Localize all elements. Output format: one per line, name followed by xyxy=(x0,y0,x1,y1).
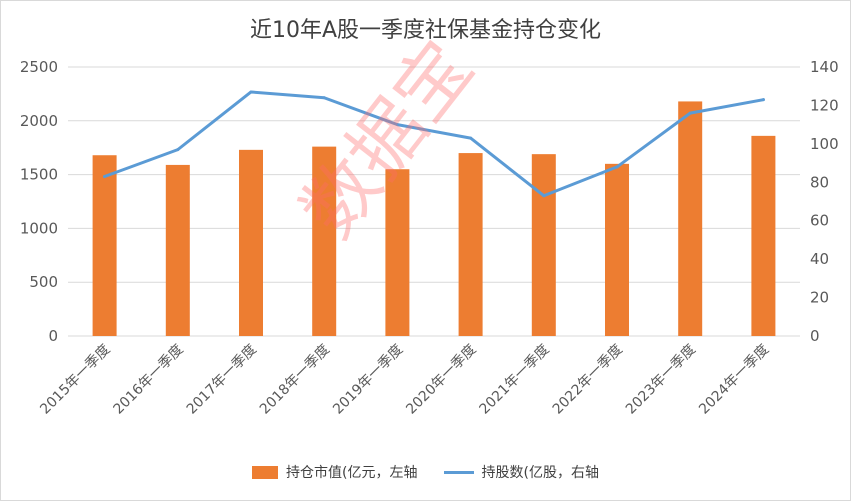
legend: 持仓市值(亿元，左轴 持股数(亿股，右轴 xyxy=(0,462,851,482)
right-axis-tick-label: 20 xyxy=(810,289,829,307)
left-axis-tick-label: 1000 xyxy=(20,219,58,237)
x-axis-tick-label: 2024年一季度 xyxy=(696,342,772,418)
bar xyxy=(239,149,263,336)
x-axis-tick-label: 2017年一季度 xyxy=(184,342,260,418)
right-axis-tick-label: 40 xyxy=(810,250,829,268)
line-series xyxy=(103,90,765,198)
line-point xyxy=(103,175,107,179)
x-axis-tick-label: 2016年一季度 xyxy=(111,342,187,418)
x-axis-tick-label: 2018年一季度 xyxy=(257,342,333,418)
bar xyxy=(531,154,556,336)
line-point xyxy=(615,165,619,169)
line-point xyxy=(761,98,765,102)
bar xyxy=(165,164,190,336)
left-axis-tick-label: 1500 xyxy=(20,166,58,184)
right-axis-tick-label: 60 xyxy=(810,212,829,230)
line-point xyxy=(469,136,473,140)
bar xyxy=(678,101,703,336)
chart-title: 近10年A股一季度社保基金持仓变化 xyxy=(249,18,602,43)
right-axis-tick-label: 80 xyxy=(810,173,829,191)
right-axis-tick-label: 140 xyxy=(810,58,839,76)
legend-label-bar: 持仓市值(亿元，左轴 xyxy=(286,465,418,481)
x-axis-tick-label: 2020年一季度 xyxy=(403,342,479,418)
line-point xyxy=(542,194,546,198)
left-axis-tick-label: 0 xyxy=(48,327,58,345)
line-point xyxy=(322,96,326,100)
bar xyxy=(605,163,629,336)
bar xyxy=(92,155,117,336)
left-axis-tick-label: 500 xyxy=(29,273,58,291)
x-axis-tick-label: 2022年一季度 xyxy=(550,342,626,418)
legend-swatch-bar xyxy=(252,465,279,479)
line-point xyxy=(395,123,399,127)
right-axis-tick-label: 100 xyxy=(810,135,839,153)
line-point xyxy=(249,90,253,94)
bar xyxy=(458,153,483,336)
bar xyxy=(312,146,337,336)
legend-label-line: 持股数(亿股，右轴 xyxy=(481,465,599,481)
left-axis-tick-label: 2500 xyxy=(20,58,58,76)
x-axis-tick-label: 2021年一季度 xyxy=(477,342,553,418)
line-point xyxy=(688,111,692,115)
left-axis-tick-label: 2000 xyxy=(20,112,58,130)
x-axis-tick-label: 2023年一季度 xyxy=(623,342,699,418)
x-axis-tick-label: 2019年一季度 xyxy=(330,342,406,418)
legend-item-bar: 持仓市值(亿元，左轴 xyxy=(252,462,418,482)
legend-swatch-line xyxy=(443,470,474,474)
right-axis-tick-label: 120 xyxy=(810,96,839,114)
line-point xyxy=(176,148,180,152)
legend-item-line: 持股数(亿股，右轴 xyxy=(443,462,599,482)
x-axis-tick-label: 2015年一季度 xyxy=(37,342,113,418)
right-axis-tick-label: 0 xyxy=(810,327,820,345)
bar xyxy=(385,169,410,336)
bar xyxy=(751,135,776,336)
